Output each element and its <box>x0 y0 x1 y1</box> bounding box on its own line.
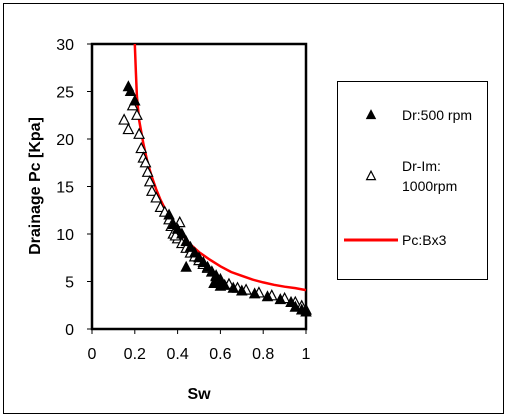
data-point-dr-500rpm <box>167 218 180 230</box>
y-tick-label: 10 <box>56 227 74 244</box>
data-point-dr-500rpm <box>171 222 184 234</box>
plot-border <box>90 42 308 331</box>
series-layer <box>118 43 312 317</box>
legend-svg: Dr:500 rpm Dr-Im: 1000rpm Pc:Bx3 <box>344 107 472 248</box>
y-tick-label: 30 <box>56 37 74 54</box>
y-tick-labels: 0 5 10 15 20 25 30 <box>56 37 74 339</box>
x-tick-label: 0.4 <box>166 346 188 363</box>
data-point-dr-im-1000rpm <box>122 122 135 135</box>
x-tick-label: 0 <box>88 346 97 363</box>
series-line-pc-bx3 <box>133 43 307 292</box>
data-point-dr-500rpm <box>214 279 227 291</box>
data-point-dr-500rpm <box>285 295 297 307</box>
data-point-dr-im-1000rpm <box>139 156 152 168</box>
data-point-dr-im-1000rpm <box>145 184 158 196</box>
data-point-dr-im-1000rpm <box>133 127 146 139</box>
data-point-dr-im-1000rpm <box>143 175 156 187</box>
data-point-dr-500rpm <box>206 265 218 277</box>
x-tick-label: 0.2 <box>124 346 146 363</box>
y-tick-label: 20 <box>56 132 74 149</box>
data-point-dr-500rpm <box>176 227 188 239</box>
legend-label: Pc:Bx3 <box>402 232 447 248</box>
data-point-dr-500rpm <box>261 290 274 302</box>
legend-item: Dr:500 rpm <box>365 107 472 123</box>
legend-marker <box>365 109 377 120</box>
x-tick-label: 1 <box>302 346 311 363</box>
data-point-dr-im-1000rpm <box>135 141 148 154</box>
data-point-dr-im-1000rpm <box>130 108 143 120</box>
data-point-dr-500rpm <box>289 300 302 312</box>
data-point-dr-500rpm <box>227 281 240 293</box>
data-point-dr-500rpm <box>163 208 175 220</box>
y-tick-label: 5 <box>65 275 74 292</box>
data-point-dr-500rpm <box>208 276 220 288</box>
legend-item: Dr-Im: 1000rpm <box>365 158 457 194</box>
data-point-dr-500rpm <box>201 260 214 272</box>
y-tick-label: 0 <box>65 322 74 339</box>
axes <box>87 42 308 334</box>
data-point-dr-500rpm <box>124 85 137 97</box>
data-point-dr-500rpm <box>236 284 248 296</box>
legend-label: Dr-Im: <box>402 158 441 174</box>
data-point-dr-im-1000rpm <box>118 113 131 125</box>
data-point-dr-500rpm <box>274 293 287 305</box>
data-point-dr-500rpm <box>180 260 192 272</box>
x-tick-label: 0.8 <box>252 346 274 363</box>
data-point-dr-500rpm <box>197 256 210 268</box>
data-point-dr-500rpm <box>300 305 312 317</box>
data-point-dr-500rpm <box>188 246 201 258</box>
data-point-dr-500rpm <box>248 287 261 299</box>
legend-marker <box>365 169 377 181</box>
x-tick-label: 0.6 <box>209 346 231 363</box>
x-axis-title: Sw <box>187 386 211 403</box>
y-axis-title: Drainage Pc [Kpa] <box>27 117 44 255</box>
y-tick-label: 15 <box>56 180 74 197</box>
legend-label: Dr:500 rpm <box>402 107 472 123</box>
x-tick-labels: 0 0.2 0.4 0.6 0.8 1 <box>88 346 311 363</box>
y-tick-label: 25 <box>56 85 74 102</box>
data-point-dr-500rpm <box>129 94 141 106</box>
data-point-dr-im-1000rpm <box>141 165 154 177</box>
legend: Dr:500 rpm Dr-Im: 1000rpm Pc:Bx3 <box>337 81 488 280</box>
data-point-dr-im-1000rpm <box>150 191 163 203</box>
legend-item: Pc:Bx3 <box>344 232 447 248</box>
data-point-dr-500rpm <box>184 240 197 252</box>
data-point-dr-500rpm <box>180 235 192 247</box>
legend-label: 1000rpm <box>402 178 457 194</box>
data-point-dr-500rpm <box>193 251 205 263</box>
